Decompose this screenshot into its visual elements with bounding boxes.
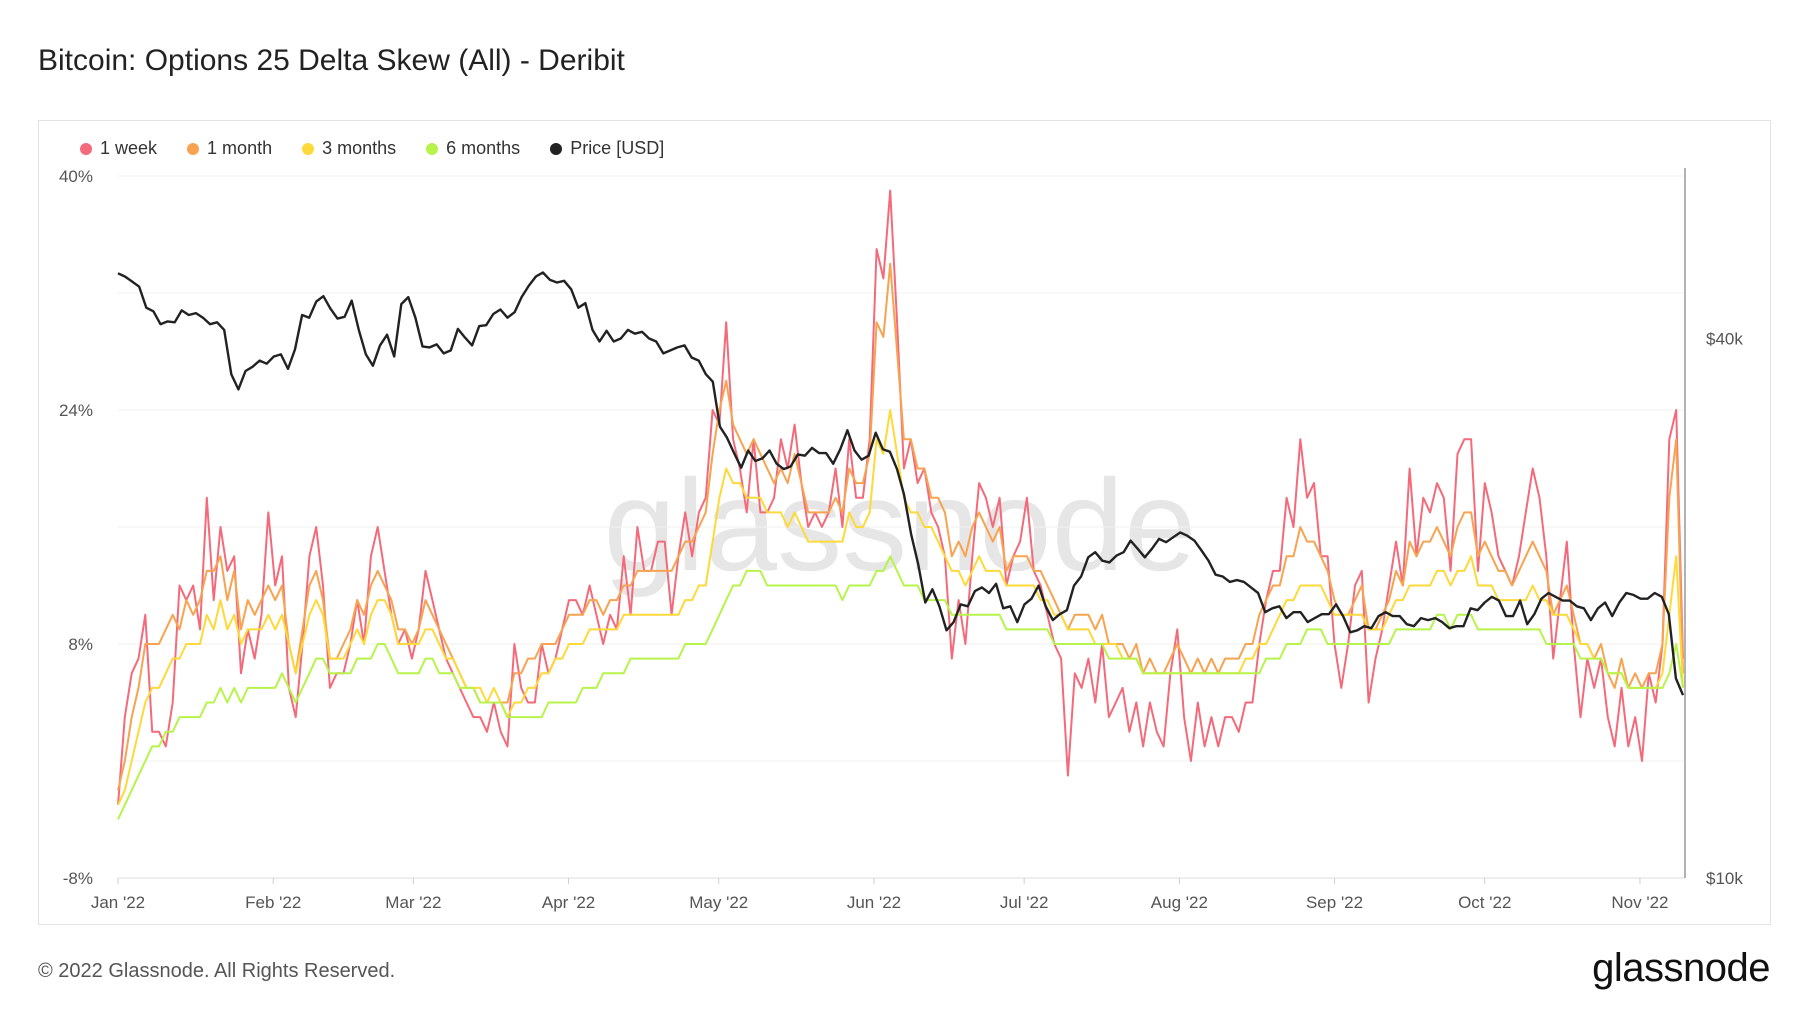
legend-item-price-usd[interactable]: Price [USD]: [550, 138, 664, 159]
x-tick-label: Feb '22: [245, 893, 301, 912]
series-line-1-month: [117, 262, 1684, 791]
x-tick-label: Sep '22: [1306, 893, 1363, 912]
y-tick-label-left: -8%: [63, 869, 93, 888]
legend-dot-icon: [426, 142, 439, 155]
series-line-3-months: [117, 409, 1684, 806]
legend-dot-icon: [302, 142, 315, 155]
chart-title: Bitcoin: Options 25 Delta Skew (All) - D…: [38, 44, 625, 77]
y-tick-label-right: $40k: [1706, 330, 1743, 349]
legend-label: Price [USD]: [570, 138, 665, 158]
x-tick-label: Jul '22: [1000, 893, 1049, 912]
legend-dot-icon: [550, 142, 563, 155]
series-line-6-months: [117, 555, 1684, 820]
series-line-price-usd: [117, 271, 1685, 696]
x-tick-label: Apr '22: [542, 893, 595, 912]
legend-label: 6 months: [446, 138, 521, 158]
chart-panel: [38, 120, 1771, 925]
y-tick-label-left: 24%: [59, 401, 93, 420]
legend-label: 1 month: [207, 138, 273, 158]
legend-item-1-week[interactable]: 1 week: [80, 138, 157, 159]
legend-dot-icon: [187, 142, 200, 155]
y-tick-label-left: 8%: [68, 635, 93, 654]
legend-dot-icon: [80, 142, 92, 155]
legend-item-6-months[interactable]: 6 months: [426, 138, 520, 159]
legend-label: 1 week: [100, 138, 158, 158]
y-tick-label-left: 40%: [59, 167, 93, 186]
x-tick-label: Mar '22: [385, 893, 441, 912]
legend-item-3-months[interactable]: 3 months: [302, 138, 396, 159]
x-tick-label: Oct '22: [1458, 893, 1511, 912]
brand-logo[interactable]: glassnode: [1592, 946, 1770, 990]
legend-label: 3 months: [322, 138, 397, 158]
x-tick-label: Aug '22: [1151, 893, 1208, 912]
y-tick-label-right: $10k: [1706, 869, 1743, 888]
copyright-text: © 2022 Glassnode. All Rights Reserved.: [38, 960, 396, 982]
chart-legend: 1 week 1 month 3 months 6 months Price [USD]: [80, 138, 664, 159]
x-tick-label: Jun '22: [847, 893, 901, 912]
legend-item-1-month[interactable]: 1 month: [187, 138, 272, 159]
x-tick-label: May '22: [689, 893, 748, 912]
x-tick-label: Jan '22: [91, 893, 145, 912]
x-tick-label: Nov '22: [1611, 893, 1668, 912]
